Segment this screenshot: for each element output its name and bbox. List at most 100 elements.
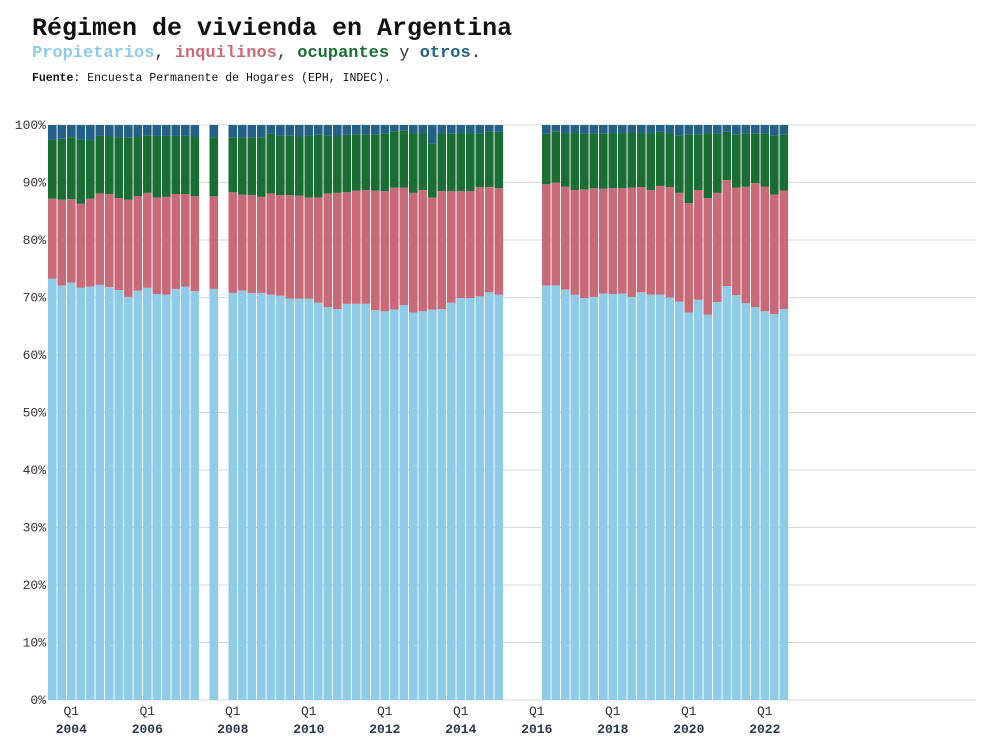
bar-inquilinos	[447, 191, 456, 303]
bar-inquilinos	[656, 185, 665, 295]
bar-inquilinos	[247, 195, 257, 293]
bar-otros	[637, 125, 646, 134]
bar-propietarios	[209, 288, 219, 701]
bar-ocupantes	[48, 139, 57, 199]
bar-inquilinos	[418, 189, 428, 312]
bar-otros	[342, 125, 352, 135]
bar-ocupantes	[247, 137, 257, 196]
y-tick-label: 0%	[30, 693, 46, 708]
bar-otros	[190, 125, 200, 137]
legend-inquilinos: inquilinos	[174, 44, 277, 63]
bar-ocupantes	[447, 133, 456, 192]
bar-inquilinos	[152, 197, 162, 295]
bar-otros	[152, 125, 162, 136]
bar-ocupantes	[371, 134, 380, 191]
bar-otros	[447, 125, 456, 134]
bar-otros	[466, 125, 475, 134]
bar-propietarios	[732, 295, 741, 700]
bar-ocupantes	[428, 143, 437, 198]
bar-ocupantes	[342, 134, 352, 193]
bar-inquilinos	[399, 187, 409, 305]
bar-otros	[48, 125, 57, 140]
bar-otros	[105, 125, 114, 137]
bar-otros	[209, 125, 219, 138]
bar-inquilinos	[257, 196, 266, 293]
bar-propietarios	[741, 303, 751, 700]
bar-otros	[304, 125, 314, 136]
x-tick-quarter: Q1	[301, 704, 317, 719]
bar-propietarios	[57, 285, 67, 700]
bar-propietarios	[295, 298, 304, 700]
bar-propietarios	[428, 309, 437, 700]
bar-inquilinos	[732, 187, 741, 296]
bar-ocupantes	[751, 133, 760, 184]
bar-inquilinos	[751, 183, 760, 308]
bar-otros	[703, 125, 713, 134]
bar-ocupantes	[124, 137, 133, 200]
bar-otros	[475, 125, 485, 134]
bar-ocupantes	[456, 133, 466, 192]
bar-inquilinos	[428, 197, 437, 310]
y-tick-label: 40%	[23, 463, 47, 478]
bar-otros	[114, 125, 124, 138]
bar-otros	[181, 125, 190, 136]
y-tick-label: 70%	[23, 291, 47, 306]
bar-ocupantes	[409, 133, 418, 193]
bar-ocupantes	[475, 133, 485, 188]
bar-inquilinos	[618, 188, 627, 294]
x-tick-quarter: Q1	[377, 704, 393, 719]
bar-otros	[418, 125, 428, 134]
bar-ocupantes	[542, 133, 551, 185]
bar-ocupantes	[694, 134, 703, 190]
bar-propietarios	[181, 286, 190, 700]
bar-propietarios	[675, 301, 684, 700]
bar-otros	[713, 125, 722, 134]
source-note: Fuente: Encuesta Permanente de Hogares (…	[32, 72, 391, 85]
bar-otros	[570, 125, 580, 134]
bar-inquilinos	[181, 194, 190, 287]
bar-otros	[751, 125, 760, 134]
bar-propietarios	[475, 296, 485, 700]
bar-propietarios	[285, 298, 295, 700]
bar-propietarios	[580, 298, 589, 700]
bar-inquilinos	[561, 186, 570, 290]
bar-inquilinos	[637, 187, 646, 293]
bar-ocupantes	[675, 135, 684, 193]
bar-propietarios	[646, 294, 656, 701]
bar-inquilinos	[437, 191, 447, 310]
bar-otros	[371, 125, 380, 135]
bar-otros	[352, 125, 361, 135]
bar-otros	[247, 125, 257, 138]
bar-otros	[627, 125, 637, 133]
bar-inquilinos	[228, 192, 238, 293]
bar-otros	[171, 125, 181, 136]
bar-inquilinos	[627, 187, 637, 297]
x-tick-year: 2008	[217, 722, 248, 737]
bar-propietarios	[608, 294, 618, 700]
grid-lines	[48, 124, 976, 701]
bar-otros	[485, 125, 494, 132]
bar-propietarios	[390, 309, 399, 700]
bar-propietarios	[86, 286, 95, 700]
bar-otros	[266, 125, 276, 134]
bar-propietarios	[694, 299, 703, 700]
x-tick-quarter: Q1	[453, 704, 469, 719]
bar-inquilinos	[314, 197, 323, 303]
bar-ocupantes	[665, 133, 675, 188]
x-tick-year: 2022	[749, 722, 780, 737]
bar-otros	[599, 125, 608, 134]
bar-otros	[276, 125, 285, 136]
y-tick-label: 10%	[23, 636, 47, 651]
y-tick-label: 100%	[15, 118, 46, 133]
bar-otros	[314, 125, 323, 135]
bar-propietarios	[760, 311, 770, 700]
bar-inquilinos	[124, 199, 133, 297]
bar-inquilinos	[48, 198, 57, 279]
y-axis: 0% 10% 20% 30% 40% 50% 60% 70% 80% 90% 100%	[15, 118, 46, 708]
bar-inquilinos	[171, 194, 181, 289]
bar-inquilinos	[770, 194, 779, 315]
bar-propietarios	[371, 310, 380, 700]
bar-inquilinos	[380, 191, 390, 312]
x-tick-quarter: Q1	[681, 704, 697, 719]
